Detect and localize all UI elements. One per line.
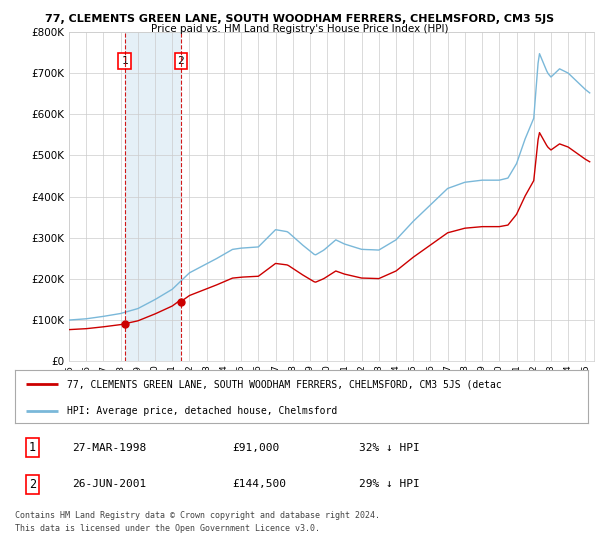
Text: 77, CLEMENTS GREEN LANE, SOUTH WOODHAM FERRERS, CHELMSFORD, CM3 5JS (detac: 77, CLEMENTS GREEN LANE, SOUTH WOODHAM F… [67, 380, 502, 390]
Text: 1: 1 [29, 441, 36, 454]
Text: £144,500: £144,500 [233, 479, 287, 489]
Text: 2: 2 [29, 478, 36, 491]
Text: 77, CLEMENTS GREEN LANE, SOUTH WOODHAM FERRERS, CHELMSFORD, CM3 5JS: 77, CLEMENTS GREEN LANE, SOUTH WOODHAM F… [46, 14, 554, 24]
Text: Contains HM Land Registry data © Crown copyright and database right 2024.: Contains HM Land Registry data © Crown c… [15, 511, 380, 520]
Text: HPI: Average price, detached house, Chelmsford: HPI: Average price, detached house, Chel… [67, 406, 337, 416]
Text: £91,000: £91,000 [233, 442, 280, 452]
Text: 1: 1 [121, 56, 128, 66]
Text: 29% ↓ HPI: 29% ↓ HPI [359, 479, 419, 489]
Text: 2: 2 [178, 56, 184, 66]
Bar [125, 32, 181, 361]
Text: This data is licensed under the Open Government Licence v3.0.: This data is licensed under the Open Gov… [15, 524, 320, 533]
Text: 27-MAR-1998: 27-MAR-1998 [73, 442, 146, 452]
Text: Price paid vs. HM Land Registry's House Price Index (HPI): Price paid vs. HM Land Registry's House … [151, 24, 449, 34]
Text: 26-JUN-2001: 26-JUN-2001 [73, 479, 146, 489]
Text: 32% ↓ HPI: 32% ↓ HPI [359, 442, 419, 452]
